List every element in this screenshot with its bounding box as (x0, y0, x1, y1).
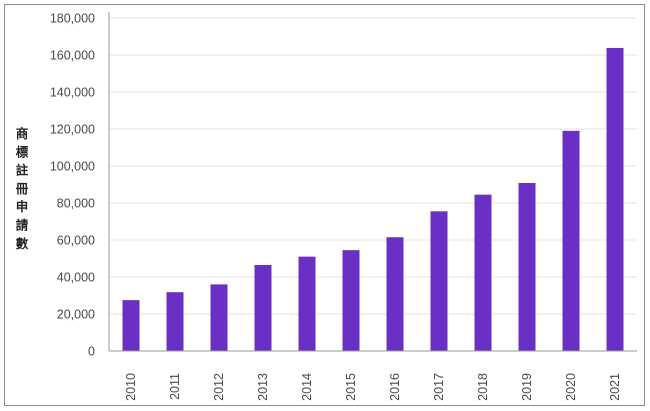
bar-2011 (166, 292, 184, 351)
x-tick-label: 2013 (256, 373, 270, 401)
x-tick-label: 2021 (608, 373, 622, 401)
bar-2013 (254, 264, 272, 351)
y-axis-label-char: 商 (16, 126, 29, 141)
bar-2014 (298, 256, 316, 351)
y-tick-label: 20,000 (57, 308, 95, 322)
x-tick-label: 2011 (168, 373, 182, 400)
gridlines (109, 17, 637, 315)
y-tick-label: 60,000 (57, 234, 95, 248)
bars (122, 47, 624, 351)
y-tick-label: 40,000 (57, 271, 95, 285)
y-tick-label: 120,000 (50, 123, 95, 137)
x-tick-label: 2018 (476, 373, 490, 401)
y-axis-label-char: 申 (16, 199, 29, 214)
y-tick-label: 100,000 (50, 160, 95, 174)
x-tick-label: 2014 (300, 373, 314, 401)
y-axis-label-char: 冊 (16, 181, 29, 196)
x-tick-label: 2017 (432, 373, 446, 401)
bar-chart: 0 20,000 40,000 60,000 80,000 100,000 120,000 1… (16, 12, 637, 401)
y-axis-label-char: 標 (16, 144, 29, 159)
y-tick-label: 180,000 (50, 12, 95, 26)
x-tick-label: 2012 (212, 373, 226, 401)
bar-2017 (430, 211, 448, 351)
bar-2020 (562, 130, 580, 351)
y-axis-label-char: 請 (16, 218, 29, 233)
axes (108, 12, 637, 352)
bar-2021 (606, 47, 624, 351)
bar-2010 (122, 300, 140, 351)
x-tick-label: 2020 (564, 373, 578, 401)
bar-2016 (386, 237, 404, 351)
bar-2012 (210, 284, 228, 351)
bar-2018 (474, 194, 492, 351)
bar-2019 (518, 183, 536, 351)
x-tick-label: 2010 (124, 373, 138, 401)
chart-frame: 0 20,000 40,000 60,000 80,000 100,000 120,000 1… (4, 4, 645, 406)
x-tick-labels: 2010 2011 2012 2013 2014 2015 2016 2017 2018 2019… (124, 373, 622, 401)
x-tick-label: 2015 (344, 373, 358, 401)
y-axis-label-char: 數 (16, 236, 29, 251)
bar-2015 (342, 250, 360, 351)
y-tick-label: 80,000 (57, 197, 95, 211)
x-tick-label: 2016 (388, 373, 402, 401)
y-tick-label: 0 (88, 345, 95, 359)
y-axis-label-char: 註 (16, 163, 29, 178)
x-tick-label: 2019 (520, 373, 534, 401)
y-tick-labels: 0 20,000 40,000 60,000 80,000 100,000 120,000 1… (50, 12, 95, 359)
y-tick-label: 140,000 (50, 86, 95, 100)
y-tick-label: 160,000 (50, 49, 95, 63)
